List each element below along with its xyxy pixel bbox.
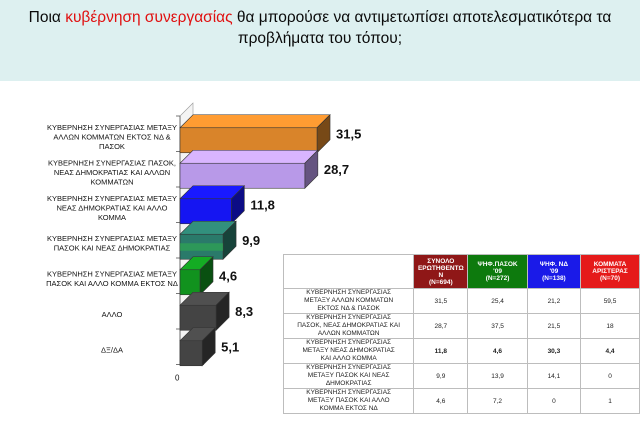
table-cell: 21,2 (526, 288, 582, 314)
column-header: ΨΗΦ. ΝΔ '09 (N=138) (526, 254, 582, 289)
table-row: ΚΥΒΕΡΝΗΣΗ ΣΥΝΕΡΓΑΣΙΑΣ ΜΕΤΑΞΥ ΝΕΑΣ ΔΗΜΟΚΡΑ… (282, 338, 640, 364)
bar-front-face (179, 304, 217, 331)
data-label: 5,1 (221, 339, 239, 354)
table-cell: 25,4 (467, 288, 528, 314)
bar-5 (179, 256, 214, 296)
category-label: ΚΥΒΕΡΝΗΣΗ ΣΥΝΕΡΓΑΣΙΑΣ ΠΑΣΟΚ, ΝΕΑΣ ΔΗΜΟΚΡΑ… (48, 158, 176, 186)
table-cell: 11,8 (413, 338, 469, 364)
title-part-1: Ποια (28, 9, 66, 26)
bar-front-face (179, 127, 318, 154)
category-label: ΚΥΒΕΡΝΗΣΗ ΣΥΝΕΡΓΑΣΙΑΣ ΜΕΤΑΞΥ ΝΕΑΣ ΔΗΜΟΚΡΑ… (47, 194, 177, 222)
table-cell: 9,9 (413, 363, 469, 389)
bar-3 (179, 185, 246, 225)
table-cell: 13,9 (467, 363, 528, 389)
bar-6 (179, 291, 230, 331)
table-row: ΚΥΒΕΡΝΗΣΗ ΣΥΝΕΡΓΑΣΙΑΣ ΜΕΤΑΞΥ ΠΑΣΟΚ ΚΑΙ ΝΕ… (282, 363, 640, 389)
breakdown-table: ΣΥΝΟΛΟ ΕΡΩΤΗΘΕΝΤΩ Ν (N=694) ΨΗΦ.ΠΑΣΟΚ '09 (N=2… (282, 254, 640, 414)
data-label: 4,6 (219, 268, 237, 283)
bar-highlight-band (180, 243, 224, 251)
bar-2 (179, 149, 319, 189)
bar-1 (179, 114, 331, 154)
category-labels: 31,5 ΚΥΒΕΡΝΗΣΗ ΣΥΝΕΡΓΑΣΙΑΣ ΜΕΤΑΞΥ ΑΛΛΩΝ ΚΟ… (46, 123, 361, 355)
column-header: ΚΟΜΜΑΤΑ ΑΡΙΣΤΕΡΑΣ (N=70) (580, 254, 640, 289)
column-header: ΨΗΦ.ΠΑΣΟΚ '09 (N=272) (467, 254, 528, 289)
table-cell: 37,5 (467, 313, 528, 339)
row-label: ΚΥΒΕΡΝΗΣΗ ΣΥΝΕΡΓΑΣΙΑΣ ΜΕΤΑΞΥ ΠΑΣΟΚ ΚΑΙ ΝΕ… (282, 363, 415, 389)
bar-7 (179, 327, 216, 367)
data-label: 31,5 (336, 126, 361, 141)
bar-front-face (179, 198, 232, 225)
table-body: ΚΥΒΕΡΝΗΣΗ ΣΥΝΕΡΓΑΣΙΑΣ ΜΕΤΑΞΥ ΑΛΛΩΝ ΚΟΜΜΑΤ… (282, 288, 640, 414)
table-row: ΚΥΒΕΡΝΗΣΗ ΣΥΝΕΡΓΑΣΙΑΣ ΜΕΤΑΞΥ ΠΑΣΟΚ ΚΑΙ ΑΛ… (282, 388, 640, 414)
x-tick-label: 0 (175, 374, 180, 383)
table-cell: 59,5 (580, 288, 640, 314)
table-cell: 4,4 (580, 338, 640, 364)
row-label: ΚΥΒΕΡΝΗΣΗ ΣΥΝΕΡΓΑΣΙΑΣ ΠΑΣΟΚ, ΝΕΑΣ ΔΗΜΟΚΡΑ… (282, 313, 415, 339)
data-label: 9,9 (242, 233, 260, 248)
row-label: ΚΥΒΕΡΝΗΣΗ ΣΥΝΕΡΓΑΣΙΑΣ ΜΕΤΑΞΥ ΠΑΣΟΚ ΚΑΙ ΑΛ… (282, 388, 415, 414)
title-highlight: κυβέρνηση συνεργασίας (65, 9, 233, 26)
title-banner (0, 0, 640, 81)
table-cell: 14,1 (526, 363, 582, 389)
category-label: ΔΞ/ΔΑ (101, 345, 123, 354)
table-header-row: ΣΥΝΟΛΟ ΕΡΩΤΗΘΕΝΤΩ Ν (N=694) ΨΗΦ.ΠΑΣΟΚ '09 (N=2… (282, 254, 640, 289)
table-row: ΚΥΒΕΡΝΗΣΗ ΣΥΝΕΡΓΑΣΙΑΣ ΜΕΤΑΞΥ ΑΛΛΩΝ ΚΟΜΜΑΤ… (282, 288, 640, 314)
row-label: ΚΥΒΕΡΝΗΣΗ ΣΥΝΕΡΓΑΣΙΑΣ ΜΕΤΑΞΥ ΑΛΛΩΝ ΚΟΜΜΑΤ… (282, 288, 415, 314)
bar-front-face (179, 162, 306, 189)
table-cell: 0 (580, 363, 640, 389)
table-cell: 4,6 (467, 338, 528, 364)
category-label: ΚΥΒΕΡΝΗΣΗ ΣΥΝΕΡΓΑΣΙΑΣ ΜΕΤΑΞΥ ΠΑΣΟΚ ΚΑΙ ΑΛ… (46, 270, 178, 289)
title-part-2: θα μπορούσε να αντιμετωπίσει αποτελεσματ… (232, 9, 612, 47)
category-label: ΚΥΒΕΡΝΗΣΗ ΣΥΝΕΡΓΑΣΙΑΣ ΜΕΤΑΞΥ ΑΛΛΩΝ ΚΟΜΜΑΤ… (47, 123, 177, 151)
table-row: ΚΥΒΕΡΝΗΣΗ ΣΥΝΕΡΓΑΣΙΑΣ ΠΑΣΟΚ, ΝΕΑΣ ΔΗΜΟΚΡΑ… (282, 313, 640, 339)
table-cell: 18 (580, 313, 640, 339)
chart-title: Ποια κυβέρνηση συνεργασίας θα μπορούσε ν… (0, 7, 640, 49)
bar-front-face (179, 340, 203, 367)
table-cell: 21,5 (526, 313, 582, 339)
table-cell: 1 (580, 388, 640, 414)
data-label: 28,7 (324, 162, 349, 177)
table-cell: 4,6 (413, 388, 469, 414)
data-label: 11,8 (250, 197, 275, 212)
bar-4 (179, 220, 237, 260)
header-blank (282, 254, 415, 289)
bar-series (179, 114, 331, 367)
table-cell: 30,3 (526, 338, 582, 364)
table-cell: 0 (526, 388, 582, 414)
row-label: ΚΥΒΕΡΝΗΣΗ ΣΥΝΕΡΓΑΣΙΑΣ ΜΕΤΑΞΥ ΝΕΑΣ ΔΗΜΟΚΡΑ… (282, 338, 415, 364)
bar-top-face (179, 149, 319, 164)
category-label: ΚΥΒΕΡΝΗΣΗ ΣΥΝΕΡΓΑΣΙΑΣ ΜΕΤΑΞΥ ΠΑΣΟΚ ΚΑΙ ΝΕ… (47, 234, 177, 253)
bar-top-face (179, 114, 331, 129)
table-cell: 31,5 (413, 288, 469, 314)
table-cell: 7,2 (467, 388, 528, 414)
bar-front-face (179, 269, 201, 296)
table-cell: 28,7 (413, 313, 469, 339)
column-header: ΣΥΝΟΛΟ ΕΡΩΤΗΘΕΝΤΩ Ν (N=694) (413, 254, 469, 289)
category-label: ΑΛΛΟ (102, 310, 123, 319)
data-label: 8,3 (235, 304, 253, 319)
